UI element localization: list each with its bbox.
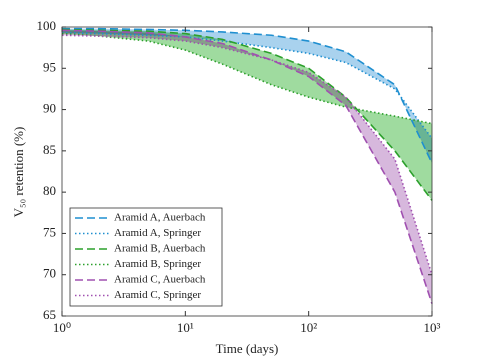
x-tick-label: 10²	[300, 320, 317, 335]
legend-label: Aramid A, Auerbach	[114, 212, 206, 224]
x-tick-label: 10³	[424, 320, 441, 335]
legend-label: Aramid B, Springer	[114, 258, 201, 270]
y-tick-label: 95	[43, 59, 56, 74]
y-tick-label: 70	[43, 266, 56, 281]
x-tick-label: 10⁰	[53, 320, 71, 335]
band-fill	[62, 30, 432, 304]
band-fill	[62, 29, 432, 201]
y-tick-label: 65	[43, 307, 56, 322]
series-line	[61, 29, 433, 304]
series-line	[62, 27, 433, 164]
axes-box	[61, 26, 433, 317]
series-line	[61, 32, 433, 125]
legend-label: Aramid C, Springer	[114, 289, 201, 301]
y-tick-label: 85	[43, 142, 56, 157]
y-axis-label: V₅₀ retention (%)	[11, 127, 26, 218]
y-tick-label: 90	[43, 101, 56, 116]
y-tick-label: 100	[37, 18, 57, 33]
legend-box	[69, 207, 223, 307]
legend-label: Aramid B, Auerbach	[114, 243, 206, 255]
legend-label: Aramid A, Springer	[114, 227, 201, 239]
x-axis-label: Time (days)	[216, 341, 279, 356]
y-tick-label: 75	[43, 224, 56, 239]
series-line	[61, 28, 433, 201]
legend-label: Aramid C, Auerbach	[114, 274, 206, 286]
y-tick-label: 80	[43, 183, 56, 198]
x-tick-label: 10¹	[177, 320, 194, 335]
